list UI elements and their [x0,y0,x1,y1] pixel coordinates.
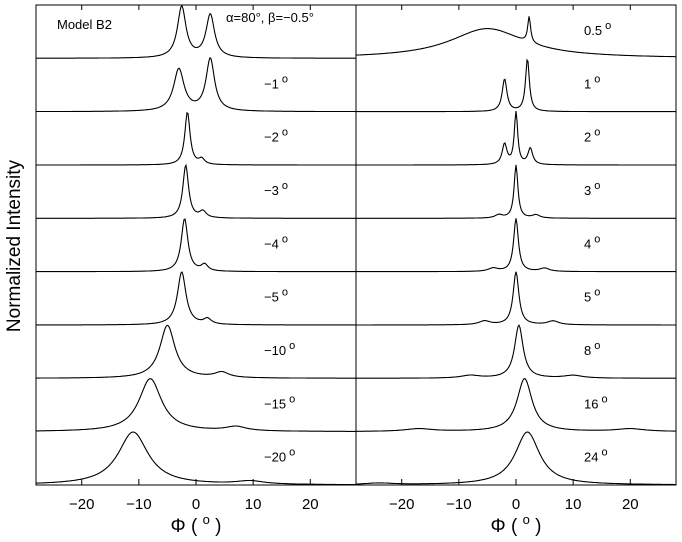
curve-label-left-6: −5 o [264,287,288,305]
panel-frame-right [355,4,677,486]
curve-label-right-8: 16 o [584,393,608,411]
curve-right-2 [356,58,676,113]
x-tick-label-right: −20 [389,496,414,513]
curve-right-8 [356,378,676,432]
curve-label-left-2: −1 o [264,73,288,91]
curve-right-9 [356,431,676,486]
x-tick-label-left: 0 [192,496,200,513]
x-tick-label-left: −10 [126,496,151,513]
curve-left-8 [36,378,356,432]
panel-frame-left [35,4,357,486]
x-tick-label-left: 10 [245,496,262,513]
curve-label-right-9: 24 o [584,447,608,465]
x-axis-title-right: Φ ( o ) [491,512,542,537]
x-tick-label-right: 0 [512,496,520,513]
x-tick-label-right: 20 [622,496,639,513]
curve-left-6 [36,271,356,326]
curve-right-7 [356,324,676,379]
curve-labels: −1 o −2 o −3 o −4 o −5 o −10 o −15 o −20 o 0.5 o 1 o 2 o 3 o 4 o 5… [226,10,611,465]
x-axis-titles: Φ ( o ) Φ ( o ) [171,512,542,537]
curve-label-right-1: 0.5 o [584,20,611,38]
curve-label-left-7: −10 o [264,340,295,358]
x-tick-label-left: −20 [69,496,94,513]
curve-right-3 [356,111,676,166]
curve-left-9 [35,431,356,486]
curve-right-5 [356,218,676,273]
curve-label-left-9: −20 o [264,447,295,465]
x-axis-title-left: Φ ( o ) [171,512,222,537]
x-tick-label-right: −10 [446,496,471,513]
curve-label-left-8: −15 o [264,393,295,411]
y-axis-title: Normalized Intensity [4,159,25,332]
curve-label-left-3: −2 o [264,127,288,145]
curve-label-left-4: −3 o [264,180,288,198]
header-label: α=80°, β=−0.5° [226,10,314,25]
curve-right-6 [356,271,676,326]
x-tick-label-left: 20 [302,496,319,513]
curve-left-2 [36,56,356,113]
x-axis-ticks: −20 −10 0 10 20 −20 −10 0 10 20 [69,5,639,513]
curve-left-7 [36,324,356,379]
curve-left-5 [36,218,356,273]
curve-right-4 [356,164,676,219]
curve-right-1 [356,16,676,58]
curve-left-3 [36,111,356,166]
curve-label-left-5: −4 o [264,233,288,251]
x-tick-label-right: 10 [565,496,582,513]
curve-left-4 [36,163,356,219]
model-label: Model B2 [57,17,112,32]
curve-left-1 [36,4,356,59]
